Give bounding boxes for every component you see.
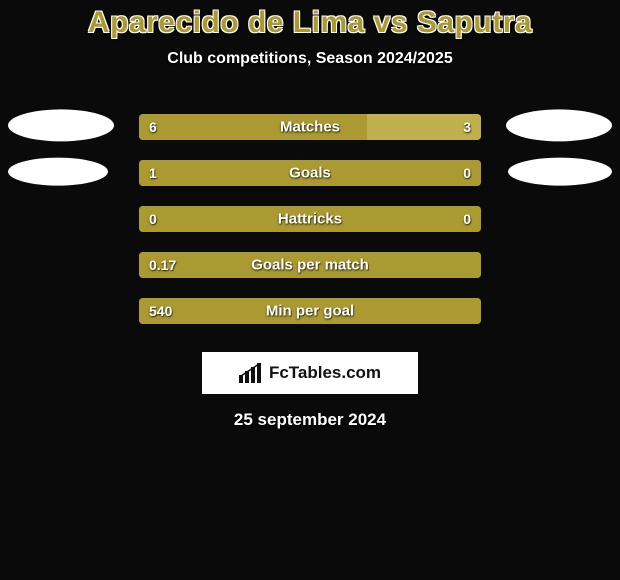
stat-row: Hattricks00 xyxy=(0,196,620,242)
stat-row: Goals10 xyxy=(0,150,620,196)
bar-right xyxy=(367,114,481,140)
brand-text: FcTables.com xyxy=(269,363,381,383)
brand-badge: FcTables.com xyxy=(202,352,418,394)
stat-row: Min per goal540 xyxy=(0,288,620,334)
page-subtitle: Club competitions, Season 2024/2025 xyxy=(0,50,620,68)
player-oval-right xyxy=(508,158,612,186)
stat-row: Matches63 xyxy=(0,104,620,150)
bar-left xyxy=(139,298,481,324)
player-oval-left xyxy=(8,109,114,141)
bar-left xyxy=(139,160,481,186)
bar-left xyxy=(139,206,481,232)
comparison-infographic: Aparecido de Lima vs Saputra Club compet… xyxy=(0,0,620,580)
stat-track: Matches63 xyxy=(139,114,481,140)
page-title: Aparecido de Lima vs Saputra xyxy=(0,0,620,40)
player-oval-right xyxy=(506,109,612,141)
stats-area: Matches63 Goals10 Hattricks00 Goals per mat… xyxy=(0,104,620,334)
stat-row: Goals per match0.17 xyxy=(0,242,620,288)
bars-icon xyxy=(239,363,263,383)
bar-left xyxy=(139,114,367,140)
stat-track: Goals10 xyxy=(139,160,481,186)
bar-left xyxy=(139,252,481,278)
date-text: 25 september 2024 xyxy=(0,410,620,430)
stat-track: Min per goal540 xyxy=(139,298,481,324)
stat-track: Hattricks00 xyxy=(139,206,481,232)
stat-track: Goals per match0.17 xyxy=(139,252,481,278)
player-oval-left xyxy=(8,158,108,186)
